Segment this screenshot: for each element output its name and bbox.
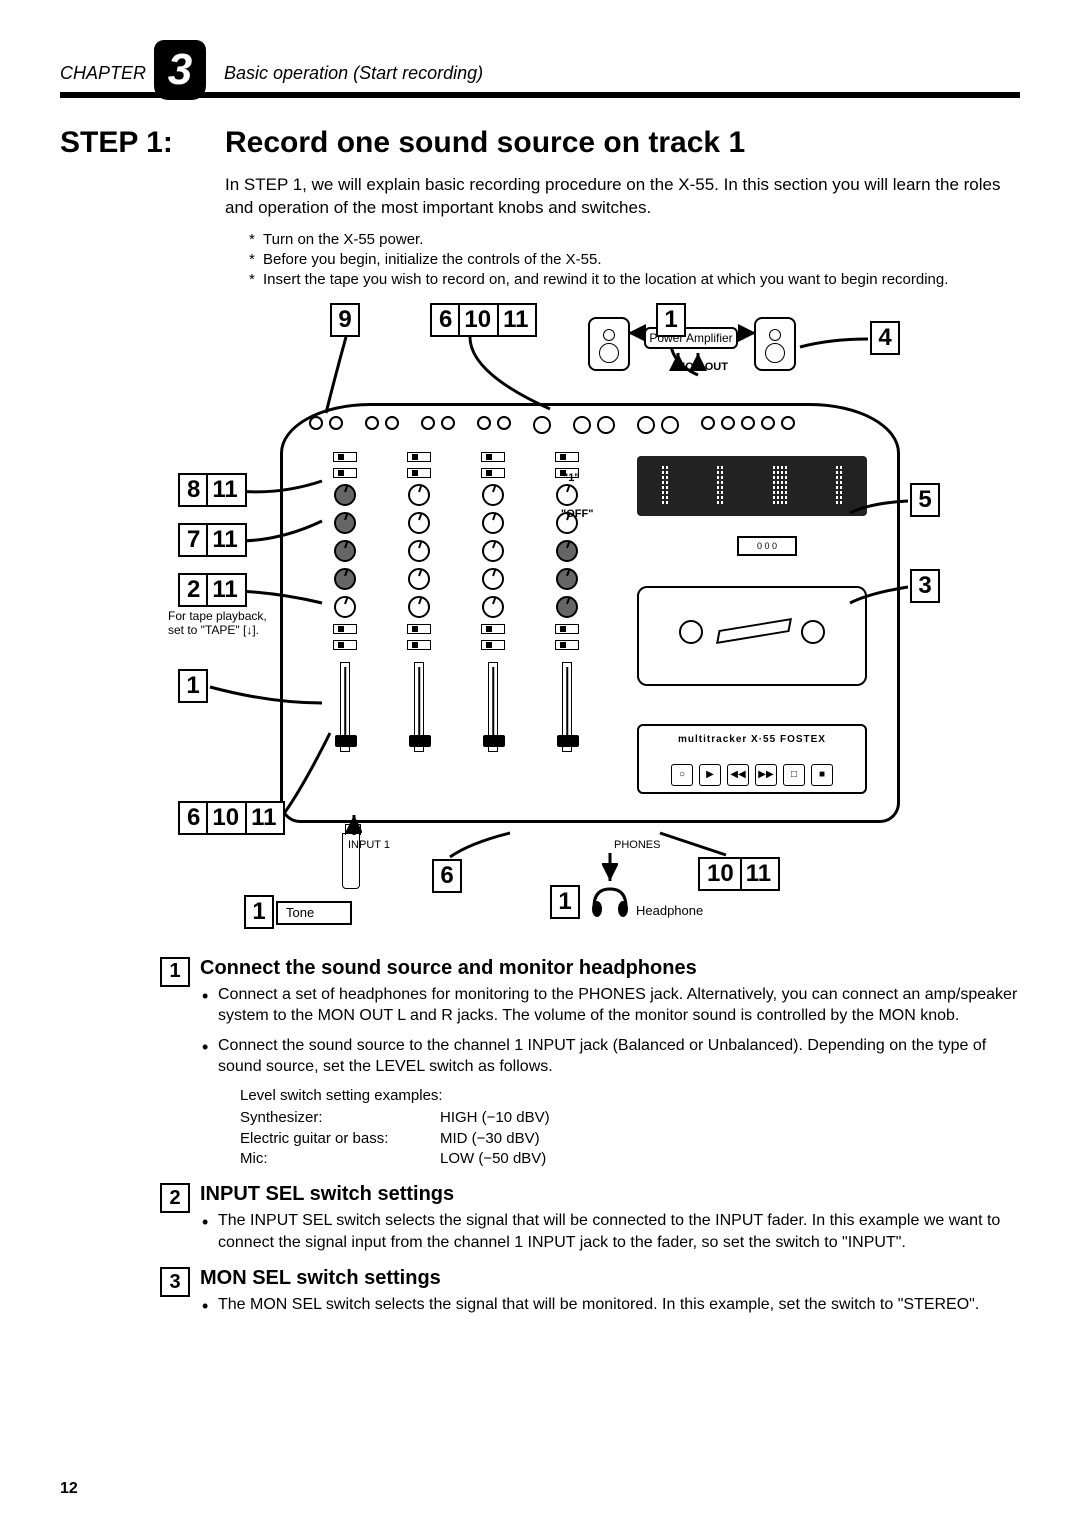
meter-label-off: "OFF": [561, 508, 593, 520]
callout-7-11: 711: [178, 523, 247, 557]
section-bullet: The MON SEL switch selects the signal th…: [200, 1294, 1020, 1316]
section-number: 2: [160, 1183, 190, 1213]
intro-block: In STEP 1, we will explain basic recordi…: [225, 174, 1020, 291]
section-title: MON SEL switch settings: [200, 1267, 1020, 1290]
section-body: The MON SEL switch selects the signal th…: [200, 1294, 1020, 1316]
level-switch-table: Level switch setting examples: Synthesiz…: [240, 1086, 1020, 1169]
callout-5: 5: [910, 483, 940, 517]
section-3: 3 MON SEL switch settings The MON SEL sw…: [200, 1267, 1020, 1316]
step-title: Record one sound source on track 1: [225, 126, 745, 160]
callout-1-left: 1: [178, 669, 208, 703]
step-label: STEP 1:: [60, 126, 225, 160]
callout-6-10-11-bot: 61011: [178, 801, 285, 835]
section-number: 3: [160, 1267, 190, 1297]
mon-out-label: MON OUT: [676, 361, 728, 373]
intro-paragraph: In STEP 1, we will explain basic recordi…: [225, 174, 1020, 220]
chapter-number-badge: 3: [154, 40, 206, 100]
callout-1-bot-a: 1: [244, 895, 274, 929]
level-table-head: Level switch setting examples:: [240, 1086, 1020, 1106]
section-bullet: Connect a set of headphones for monitori…: [200, 984, 1020, 1027]
wiring-diagram: "1" "OFF" 0 0 0: [150, 303, 1050, 943]
chapter-subtitle: Basic operation (Start recording): [224, 63, 483, 90]
phones-label: PHONES: [614, 839, 660, 851]
section-bullet: The INPUT SEL switch selects the signal …: [200, 1210, 1020, 1253]
callout-10-11-bot: 1011: [698, 857, 780, 891]
callout-3: 3: [910, 569, 940, 603]
speaker-right: [754, 317, 796, 371]
callout-8-11: 811: [178, 473, 247, 507]
callout-1-top: 1: [656, 303, 686, 337]
input1-arrow-icon: [346, 813, 362, 837]
callout-1-bot-b: 1: [550, 885, 580, 919]
lead-lines-icon: [150, 303, 1050, 943]
callout-6-10-11: 61011: [430, 303, 537, 337]
section-2: 2 INPUT SEL switch settings The INPUT SE…: [200, 1183, 1020, 1253]
precheck-item: Insert the tape you wish to record on, a…: [249, 270, 1020, 290]
headphone-label: Headphone: [636, 903, 703, 918]
input1-label: INPUT 1: [348, 839, 390, 851]
speaker-left: [588, 317, 630, 371]
section-body: The INPUT SEL switch selects the signal …: [200, 1210, 1020, 1253]
callout-2-11: 211: [178, 573, 247, 607]
section-bullet: Connect the sound source to the channel …: [200, 1035, 1020, 1078]
step-title-row: STEP 1: Record one sound source on track…: [60, 126, 1020, 160]
page-header: CHAPTER 3 Basic operation (Start recordi…: [60, 30, 1020, 98]
precheck-list: Turn on the X-55 power. Before you begin…: [249, 230, 1020, 291]
page-number: 12: [60, 1480, 78, 1498]
tape-playback-note: For tape playback, set to "TAPE" [↓].: [168, 609, 268, 638]
meter-label-1: "1": [563, 472, 580, 484]
section-title: INPUT SEL switch settings: [200, 1183, 1020, 1206]
precheck-item: Turn on the X-55 power.: [249, 230, 1020, 250]
section-body: Connect a set of headphones for monitori…: [200, 984, 1020, 1169]
phones-arrow-icon: [602, 851, 618, 885]
section-number: 1: [160, 957, 190, 987]
precheck-item: Before you begin, initialize the control…: [249, 250, 1020, 270]
section-1: 1 Connect the sound source and monitor h…: [200, 957, 1020, 1169]
callout-4: 4: [870, 321, 900, 355]
chapter-label: CHAPTER: [60, 63, 146, 90]
section-title: Connect the sound source and monitor hea…: [200, 957, 1020, 980]
callout-6-bot: 6: [432, 859, 462, 893]
callout-9: 9: [330, 303, 360, 337]
